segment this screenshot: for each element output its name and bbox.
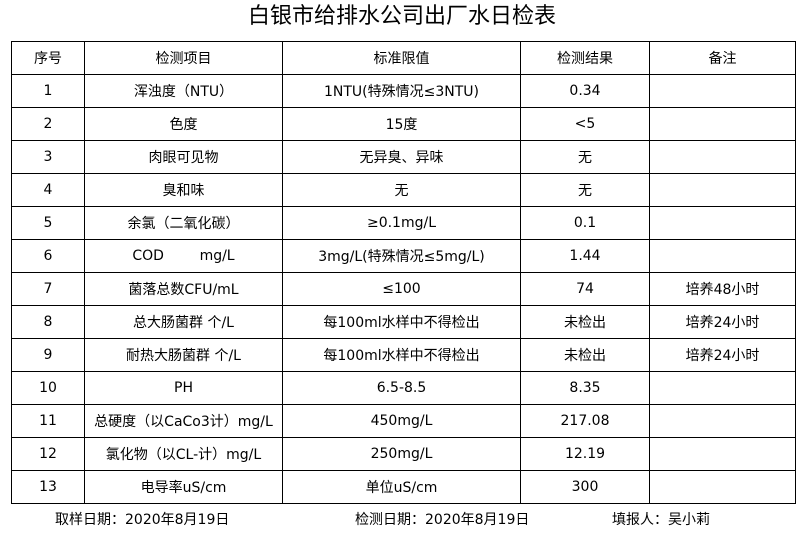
header-cell: 备注 bbox=[649, 41, 796, 75]
remark-cell bbox=[649, 371, 796, 405]
test-result-cell: 74 bbox=[520, 272, 650, 306]
table-row: 10 PH 6.5-8.5 8.35 bbox=[11, 371, 796, 405]
standard-limit-cell: 无 bbox=[282, 173, 521, 207]
table-row: 6 COD mg/L 3mg/L(特殊情况≤5mg/L) 1.44 bbox=[11, 239, 796, 273]
test-result-cell: 无 bbox=[520, 173, 650, 207]
remark-cell: 培养24小时 bbox=[649, 338, 796, 372]
test-item-cell: 臭和味 bbox=[84, 173, 283, 207]
remark-cell bbox=[649, 239, 796, 273]
row-number-cell: 9 bbox=[11, 338, 85, 372]
standard-limit-cell: 3mg/L(特殊情况≤5mg/L) bbox=[282, 239, 521, 273]
remark-cell bbox=[649, 107, 796, 141]
standard-limit-cell: 1NTU(特殊情况≤3NTU) bbox=[282, 74, 521, 108]
remark-cell bbox=[649, 140, 796, 174]
test-item-cell: 总大肠菌群 个/L bbox=[84, 305, 283, 339]
remark-cell bbox=[649, 173, 796, 207]
standard-limit-cell: 无异臭、异味 bbox=[282, 140, 521, 174]
row-number-cell: 11 bbox=[11, 404, 85, 438]
row-number-cell: 6 bbox=[11, 239, 85, 273]
test-item-cell: 色度 bbox=[84, 107, 283, 141]
remark-cell bbox=[649, 470, 796, 504]
remark-cell bbox=[649, 206, 796, 240]
header-cell: 检测结果 bbox=[520, 41, 650, 75]
test-item-cell: 余氯（二氧化碳） bbox=[84, 206, 283, 240]
test-item-cell: COD mg/L bbox=[84, 239, 283, 273]
test-result-cell: 8.35 bbox=[520, 371, 650, 405]
row-number-cell: 10 bbox=[11, 371, 85, 405]
test-result-cell: <5 bbox=[520, 107, 650, 141]
reporter: 填报人：吴小莉 bbox=[612, 512, 710, 528]
test-result-cell: 217.08 bbox=[520, 404, 650, 438]
test-result-cell: 未检出 bbox=[520, 305, 650, 339]
test-item-cell: 耐热大肠菌群 个/L bbox=[84, 338, 283, 372]
standard-limit-cell: ≤100 bbox=[282, 272, 521, 306]
row-number-cell: 7 bbox=[11, 272, 85, 306]
row-number-cell: 1 bbox=[11, 74, 85, 108]
remark-cell bbox=[649, 74, 796, 108]
test-result-cell: 1.44 bbox=[520, 239, 650, 273]
row-number-cell: 8 bbox=[11, 305, 85, 339]
table-row: 13 电导率uS/cm 单位uS/cm 300 bbox=[11, 470, 796, 504]
row-number-cell: 13 bbox=[11, 470, 85, 504]
test-item-cell: 浑浊度（NTU） bbox=[84, 74, 283, 108]
table-row: 12 氯化物（以CL-计）mg/L 250mg/L 12.19 bbox=[11, 437, 796, 471]
remark-cell bbox=[649, 437, 796, 471]
row-number-cell: 12 bbox=[11, 437, 85, 471]
row-number-cell: 2 bbox=[11, 107, 85, 141]
standard-limit-cell: 250mg/L bbox=[282, 437, 521, 471]
table-row: 4 臭和味无无 bbox=[11, 173, 796, 207]
standard-limit-cell: ≥0.1mg/L bbox=[282, 206, 521, 240]
test-result-cell: 无 bbox=[520, 140, 650, 174]
table-row: 2 色度 15度 <5 bbox=[11, 107, 796, 141]
test-result-cell: 300 bbox=[520, 470, 650, 504]
header-cell: 序号 bbox=[11, 41, 85, 75]
remark-cell: 培养48小时 bbox=[649, 272, 796, 306]
remark-cell bbox=[649, 404, 796, 438]
table-row: 5 余氯（二氧化碳） ≥0.1mg/L 0.1 bbox=[11, 206, 796, 240]
standard-limit-cell: 每100ml水样中不得检出 bbox=[282, 338, 521, 372]
header-cell: 标准限值 bbox=[282, 41, 521, 75]
header-cell: 检测项目 bbox=[84, 41, 283, 75]
table-row: 7 菌落总数CFU/mL ≤100 74 培养48小时 bbox=[11, 272, 796, 306]
test-item-cell: 氯化物（以CL-计）mg/L bbox=[84, 437, 283, 471]
table-row: 3 肉眼可见物 无异臭、异味无 bbox=[11, 140, 796, 174]
test-item-cell: 肉眼可见物 bbox=[84, 140, 283, 174]
table-row: 9 耐热大肠菌群 个/L 每100ml水样中不得检出 未检出 培养24小时 bbox=[11, 338, 796, 372]
standard-limit-cell: 15度 bbox=[282, 107, 521, 141]
standard-limit-cell: 6.5-8.5 bbox=[282, 371, 521, 405]
document-title: 白银市给排水公司出厂水日检表 bbox=[247, 4, 556, 29]
table-row: 8 总大肠菌群 个/L 每100ml水样中不得检出 未检出 培养24小时 bbox=[11, 305, 796, 339]
table-row: 11 总硬度（以CaCo3计）mg/L 450mg/L 217.08 bbox=[11, 404, 796, 438]
test-result-cell: 0.34 bbox=[520, 74, 650, 108]
table-row: 1 浑浊度（NTU） 1NTU(特殊情况≤3NTU) 0.34 bbox=[11, 74, 796, 108]
test-item-cell: 菌落总数CFU/mL bbox=[84, 272, 283, 306]
header-row: 序号 检测项目 标准限值 检测结果 备注 bbox=[11, 41, 796, 75]
test-result-cell: 12.19 bbox=[520, 437, 650, 471]
row-number-cell: 3 bbox=[11, 140, 85, 174]
standard-limit-cell: 450mg/L bbox=[282, 404, 521, 438]
sampling-date: 取样日期：2020年8月19日 bbox=[55, 512, 230, 528]
test-result-cell: 未检出 bbox=[520, 338, 650, 372]
standard-limit-cell: 每100ml水样中不得检出 bbox=[282, 305, 521, 339]
remark-cell: 培养24小时 bbox=[649, 305, 796, 339]
test-date: 检测日期：2020年8月19日 bbox=[355, 512, 530, 528]
water-test-table: 序号 检测项目 标准限值 检测结果 备注 1 浑浊度（NTU） 1NTU(特殊情况≤… bbox=[11, 41, 796, 504]
row-number-cell: 5 bbox=[11, 206, 85, 240]
row-number-cell: 4 bbox=[11, 173, 85, 207]
test-result-cell: 0.1 bbox=[520, 206, 650, 240]
test-item-cell: 电导率uS/cm bbox=[84, 470, 283, 504]
test-item-cell: 总硬度（以CaCo3计）mg/L bbox=[84, 404, 283, 438]
standard-limit-cell: 单位uS/cm bbox=[282, 470, 521, 504]
test-item-cell: PH bbox=[84, 371, 283, 405]
